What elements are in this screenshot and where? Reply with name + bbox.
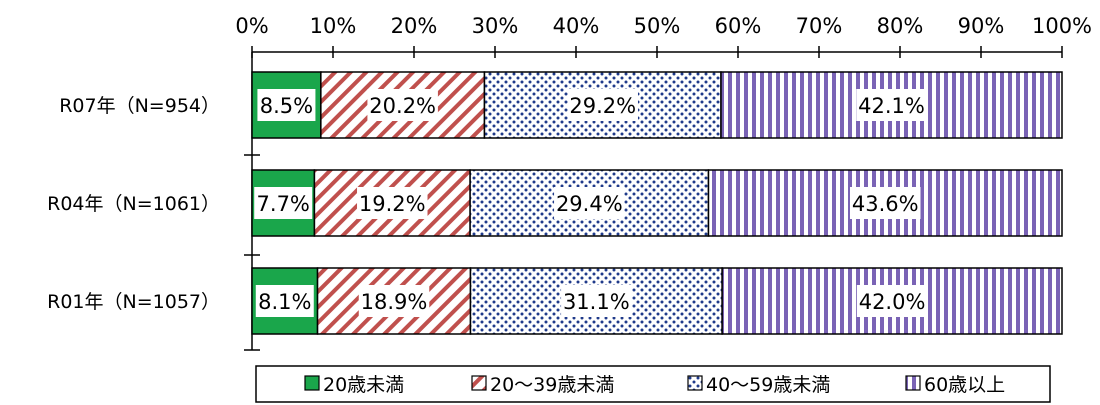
data-label: 42.1% [858,94,925,118]
data-label: 19.2% [359,192,426,216]
legend-label: 20歳未満 [323,374,404,396]
x-tick-label: 10% [310,14,357,38]
x-tick-label: 50% [634,14,681,38]
legend-swatch [688,376,702,390]
x-tick-label: 20% [391,14,438,38]
x-tick-label: 40% [553,14,600,38]
data-label: 43.6% [852,192,919,216]
data-label: 20.2% [369,94,436,118]
x-tick-label: 90% [958,14,1005,38]
category-axis: R07年（N=954） R04年（N=1061） R01年（N=1057） [47,52,260,350]
x-tick-label: 80% [877,14,924,38]
data-label: 42.0% [859,290,926,314]
bars: 8.5% 20.2% 29.2% 42.1% 7.7% 19.2% 29.4% 43.6% 8.… [252,72,1062,334]
legend-label: 40～59歳未満 [706,374,830,396]
data-label: 29.2% [569,94,636,118]
legend-swatch [472,376,486,390]
value-axis: 0% 10% 20% 30% 40% 50% 60% 70% 80% 90% 100% [235,14,1092,58]
legend-swatch [906,376,920,390]
legend-label: 20～39歳未満 [490,374,614,396]
x-tick-label: 30% [472,14,519,38]
category-label: R01年（N=1057） [47,291,220,313]
legend-label: 60歳以上 [924,374,1005,396]
x-tick-label: 70% [796,14,843,38]
x-tick-label: 100% [1032,14,1092,38]
data-label: 31.1% [563,290,630,314]
legend: 20歳未満 20～39歳未満 40～59歳未満 60歳以上 [256,366,1050,402]
x-tick-label: 0% [235,14,268,38]
category-label: R04年（N=1061） [47,193,220,215]
data-label: 18.9% [361,290,428,314]
data-label: 8.5% [260,94,313,118]
legend-swatch [305,376,319,390]
x-tick-label: 60% [715,14,762,38]
data-label: 7.7% [257,192,310,216]
data-label: 29.4% [556,192,623,216]
data-label: 8.1% [258,290,311,314]
category-label: R07年（N=954） [59,95,220,117]
